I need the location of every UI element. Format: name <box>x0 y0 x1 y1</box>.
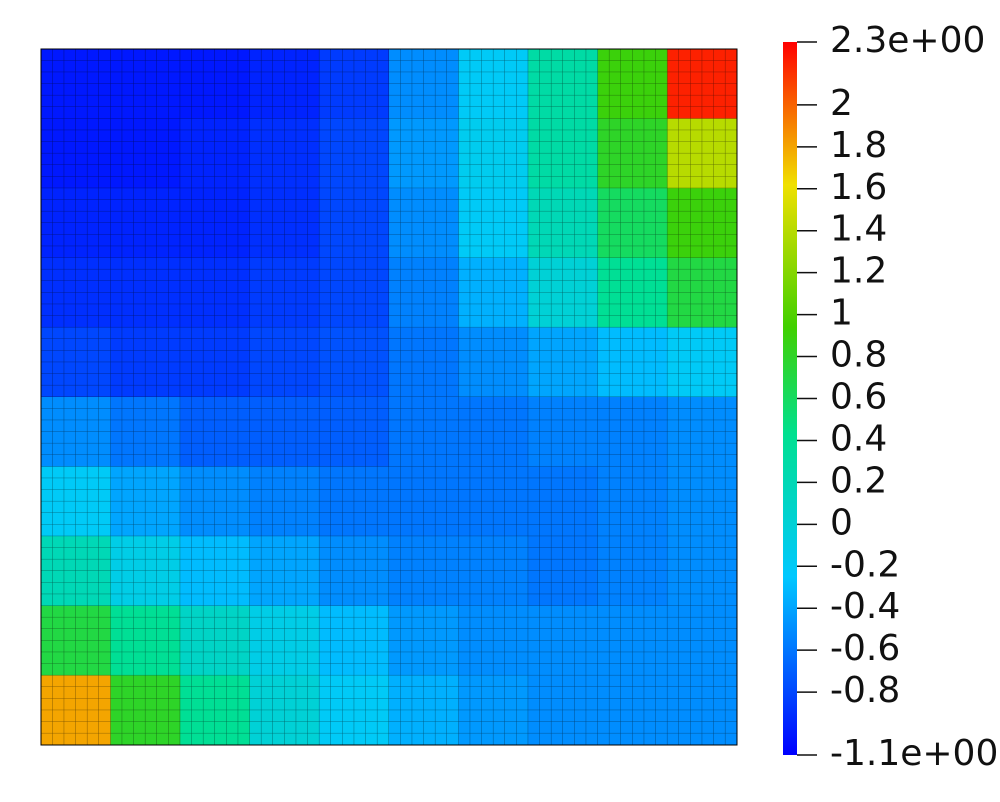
color-bar-label: -0.8 <box>830 670 900 711</box>
color-bar-label: 0.8 <box>830 335 887 376</box>
mesh <box>40 48 738 746</box>
color-bar-label: 1.6 <box>830 167 887 208</box>
color-bar-label: 0.6 <box>830 377 887 418</box>
color-bar-label: 1 <box>830 293 853 334</box>
color-bar-label: 2 <box>830 83 853 124</box>
color-bar <box>783 42 797 755</box>
color-bar-label: 1.4 <box>830 209 887 250</box>
color-bar-label: 0.2 <box>830 460 887 501</box>
color-bar-label: 0.4 <box>830 418 887 459</box>
color-bar-label: 1.2 <box>830 251 887 292</box>
color-bar-label: 0 <box>830 502 853 543</box>
color-bar-label: -0.4 <box>830 586 900 627</box>
color-bar-label: -0.6 <box>830 628 900 669</box>
color-bar-label: -1.1e+00 <box>830 733 998 774</box>
color-bar-label: 2.3e+00 <box>830 20 985 61</box>
color-bar-label: -0.2 <box>830 544 900 585</box>
color-bar-label: 1.8 <box>830 125 887 166</box>
